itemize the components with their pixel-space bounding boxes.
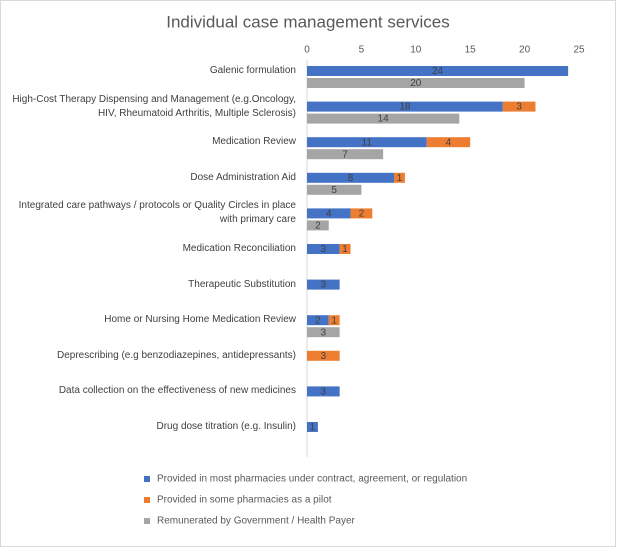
data-label: 1: [310, 422, 316, 433]
legend-marker: [144, 476, 150, 482]
category-label: Medication Review: [212, 136, 296, 148]
legend-label: Provided in some pharmacies as a pilot: [157, 495, 332, 506]
data-label: 2: [315, 221, 321, 232]
category-label: Home or Nursing Home Medication Review: [104, 314, 296, 326]
data-label: 14: [378, 114, 390, 125]
data-label: 4: [446, 137, 452, 148]
data-label: 5: [331, 185, 337, 196]
data-label: 3: [321, 327, 327, 338]
data-label: 4: [326, 209, 332, 220]
bar: [307, 327, 340, 338]
category-label: Drug dose titration (e.g. Insulin): [156, 421, 296, 432]
bar: [307, 279, 340, 290]
bar: [307, 315, 329, 326]
data-label: 3: [321, 351, 327, 362]
bar: [307, 78, 525, 88]
x-tick-label: 10: [410, 45, 422, 56]
legend-label: Provided in most pharmacies under contra…: [157, 474, 467, 485]
bar: [307, 172, 395, 183]
bar: [307, 137, 427, 148]
data-label: 7: [342, 149, 348, 160]
data-label: 3: [321, 244, 327, 255]
bar: [307, 386, 340, 397]
data-label: 2: [315, 315, 321, 326]
x-tick-label: 15: [465, 45, 477, 56]
legend-marker: [144, 497, 150, 503]
bar: [307, 350, 340, 361]
data-label: 18: [399, 102, 411, 113]
category-label: Galenic formulation: [209, 65, 296, 76]
data-label: 8: [348, 173, 354, 184]
bar: [328, 315, 340, 326]
data-label: 20: [410, 78, 422, 89]
bar: [307, 149, 384, 160]
bar: [307, 422, 318, 432]
data-label: 3: [321, 387, 327, 398]
bar: [502, 101, 536, 112]
bar: [350, 208, 373, 219]
bar: [307, 66, 569, 76]
category-label: High-Cost Therapy Dispensing and Managem…: [12, 93, 296, 119]
bar: [394, 172, 405, 183]
bar: [307, 184, 362, 195]
category-label: Therapeutic Substitution: [188, 278, 296, 290]
data-label: 24: [432, 66, 444, 77]
x-tick-label: 5: [359, 45, 365, 56]
legend-marker: [144, 518, 150, 524]
x-tick-label: 25: [573, 45, 585, 56]
data-label: 3: [321, 280, 327, 291]
category-label: Data collection on the effectiveness of …: [58, 385, 296, 397]
legend-label: Remunerated by Government / Health Payer: [157, 516, 356, 527]
bar: [426, 137, 471, 148]
chart-title: Individual case management services: [166, 12, 449, 31]
data-label: 1: [331, 315, 337, 326]
bar: [307, 101, 503, 112]
data-label: 1: [342, 244, 348, 255]
bar: [307, 220, 329, 231]
bar: [307, 113, 460, 124]
x-tick-label: 20: [519, 45, 531, 56]
category-label: Medication Reconciliation: [182, 243, 296, 254]
category-label: Dose Administration Aid: [190, 171, 296, 183]
category-label: Deprescribing (e.g benzodiazepines, anti…: [56, 349, 296, 361]
bar: [307, 208, 351, 219]
data-label: 3: [516, 102, 522, 113]
bar: [339, 244, 351, 254]
category-label: Integrated care pathways / protocols or …: [18, 200, 296, 226]
data-label: 1: [397, 173, 403, 184]
data-label: 11: [362, 137, 373, 148]
x-tick-label: 0: [304, 45, 310, 56]
data-label: 2: [359, 209, 365, 220]
bar: [307, 244, 340, 254]
